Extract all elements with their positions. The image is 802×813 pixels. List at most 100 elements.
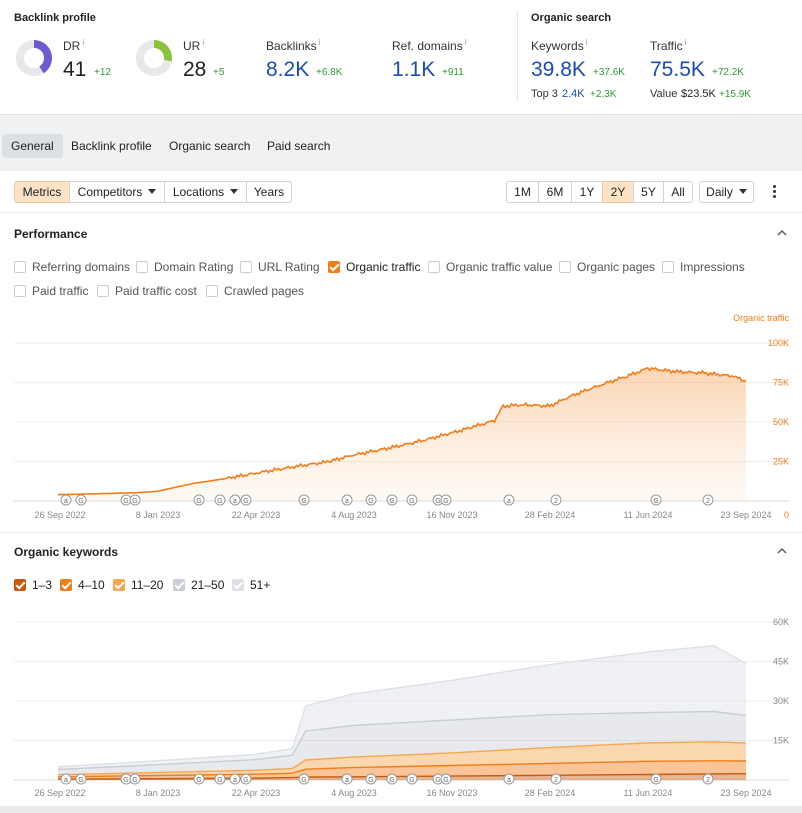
- info-icon[interactable]: i: [585, 38, 588, 47]
- locations-dropdown[interactable]: Locations: [164, 181, 247, 203]
- option-referring-domains[interactable]: Referring domains: [14, 260, 130, 274]
- range-all-button[interactable]: All: [663, 181, 693, 203]
- info-icon[interactable]: i: [684, 38, 687, 47]
- performance-title: Performance: [14, 227, 88, 241]
- event-marker-icon[interactable]: G: [75, 773, 87, 785]
- svg-text:G: G: [123, 498, 128, 505]
- event-marker-icon[interactable]: G: [406, 773, 418, 785]
- option-impressions[interactable]: Impressions: [662, 260, 745, 274]
- option-paid-traffic[interactable]: Paid traffic: [14, 284, 88, 298]
- event-marker-icon[interactable]: a: [503, 494, 515, 506]
- tab-paid-search[interactable]: Paid search: [267, 139, 331, 153]
- traffic-value[interactable]: 75.5K: [650, 58, 705, 81]
- legend-4-10[interactable]: 4–10: [60, 578, 105, 592]
- option-url-rating[interactable]: URL Rating: [240, 260, 320, 274]
- legend-51[interactable]: 51+: [232, 578, 270, 592]
- event-marker-icon[interactable]: 2: [550, 773, 562, 785]
- tab-general[interactable]: General: [2, 134, 63, 158]
- x-axis: 26 Sep 2022 8 Jan 2023 22 Apr 2023 4 Aug 20…: [34, 510, 771, 520]
- caret-down-icon: [738, 189, 747, 194]
- info-icon[interactable]: i: [202, 38, 205, 47]
- top3-value[interactable]: 2.4K: [562, 88, 585, 100]
- event-marker-icon[interactable]: G: [193, 773, 205, 785]
- x-tick-label: 28 Feb 2024: [525, 788, 576, 798]
- interval-dropdown[interactable]: Daily: [699, 181, 754, 203]
- event-marker-icon[interactable]: G: [365, 773, 377, 785]
- option-organic-traffic[interactable]: Organic traffic: [328, 260, 420, 274]
- info-icon[interactable]: i: [318, 38, 321, 47]
- svg-text:G: G: [132, 777, 137, 784]
- svg-text:G: G: [435, 498, 440, 505]
- chevron-up-icon[interactable]: [777, 228, 787, 238]
- svg-text:G: G: [435, 777, 440, 784]
- option-domain-rating[interactable]: Domain Rating: [136, 260, 233, 274]
- event-marker-icon[interactable]: G: [432, 494, 444, 506]
- event-marker-icon[interactable]: G: [129, 773, 141, 785]
- svg-text:G: G: [78, 777, 83, 784]
- ref-domains-value[interactable]: 1.1K: [392, 58, 436, 81]
- event-marker-icon[interactable]: G: [440, 773, 452, 785]
- event-marker-icon[interactable]: 2: [702, 773, 714, 785]
- keywords-value[interactable]: 39.8K: [531, 58, 586, 81]
- event-marker-icon[interactable]: G: [193, 494, 205, 506]
- ref-domains-label: Ref. domains i: [392, 38, 467, 53]
- event-marker-icon[interactable]: G: [440, 494, 452, 506]
- y-tick-label: 100K: [768, 338, 789, 348]
- event-marker-icon[interactable]: 2: [550, 494, 562, 506]
- event-marker-icon[interactable]: G: [240, 494, 252, 506]
- organic-keywords-title: Organic keywords: [14, 545, 119, 559]
- checkbox-icon: [14, 261, 26, 273]
- event-marker-icon[interactable]: G: [650, 494, 662, 506]
- range-6m-button[interactable]: 6M: [538, 181, 572, 203]
- event-marker-icon[interactable]: a: [503, 773, 515, 785]
- legend-21-50[interactable]: 21–50: [173, 578, 224, 592]
- event-marker-icon[interactable]: G: [298, 494, 310, 506]
- option-crawled-pages[interactable]: Crawled pages: [206, 284, 304, 298]
- legend-1-3[interactable]: 1–3: [14, 578, 52, 592]
- event-marker-icon[interactable]: a: [60, 773, 72, 785]
- event-marker-icon[interactable]: G: [240, 773, 252, 785]
- event-marker-icon[interactable]: a: [341, 773, 353, 785]
- checkbox-label: URL Rating: [258, 260, 320, 274]
- event-marker-icon[interactable]: G: [406, 494, 418, 506]
- info-icon[interactable]: i: [464, 38, 467, 47]
- backlinks-value[interactable]: 8.2K: [266, 58, 310, 81]
- ur-delta: +5: [213, 67, 225, 78]
- event-marker-icon[interactable]: a: [229, 494, 241, 506]
- event-marker-icon[interactable]: a: [60, 494, 72, 506]
- years-button[interactable]: Years: [246, 181, 292, 203]
- range-1y-button[interactable]: 1Y: [571, 181, 603, 203]
- event-marker-icon[interactable]: G: [365, 494, 377, 506]
- metrics-button[interactable]: Metrics: [14, 181, 70, 203]
- event-marker-icon[interactable]: G: [214, 494, 226, 506]
- event-marker-icon[interactable]: a: [341, 494, 353, 506]
- more-options-icon[interactable]: [770, 184, 778, 200]
- option-organic-pages[interactable]: Organic pages: [559, 260, 655, 274]
- organic-traffic-line: [57, 366, 747, 496]
- legend-11-20[interactable]: 11–20: [113, 578, 163, 592]
- event-marker-icon[interactable]: G: [129, 494, 141, 506]
- range-5y-button[interactable]: 5Y: [633, 181, 664, 203]
- range-1m-button[interactable]: 1M: [506, 181, 539, 203]
- x-tick-label: 16 Nov 2023: [426, 788, 477, 798]
- range-2y-button[interactable]: 2Y: [602, 181, 634, 203]
- option-paid-traffic-cost[interactable]: Paid traffic cost: [97, 284, 197, 298]
- tab-organic-search[interactable]: Organic search: [169, 139, 251, 153]
- event-marker-icon[interactable]: G: [386, 773, 398, 785]
- svg-text:G: G: [389, 777, 394, 784]
- event-marker-icon[interactable]: G: [650, 773, 662, 785]
- info-icon[interactable]: i: [82, 38, 85, 47]
- competitors-dropdown[interactable]: Competitors: [69, 181, 165, 203]
- event-marker-icon[interactable]: 2: [702, 494, 714, 506]
- event-marker-icon[interactable]: G: [75, 494, 87, 506]
- event-marker-icon[interactable]: G: [214, 773, 226, 785]
- y-axis: 100K 75K 50K 25K 0: [768, 338, 789, 520]
- bottom-bar: [0, 806, 802, 813]
- event-marker-icon[interactable]: G: [386, 494, 398, 506]
- event-marker-icon[interactable]: a: [229, 773, 241, 785]
- chevron-up-icon[interactable]: [777, 546, 787, 556]
- x-axis: 26 Sep 2022 8 Jan 2023 22 Apr 2023 4 Aug 20…: [34, 788, 771, 798]
- event-marker-icon[interactable]: G: [298, 773, 310, 785]
- tab-backlink-profile[interactable]: Backlink profile: [71, 139, 152, 153]
- option-organic-traffic-value[interactable]: Organic traffic value: [428, 260, 553, 274]
